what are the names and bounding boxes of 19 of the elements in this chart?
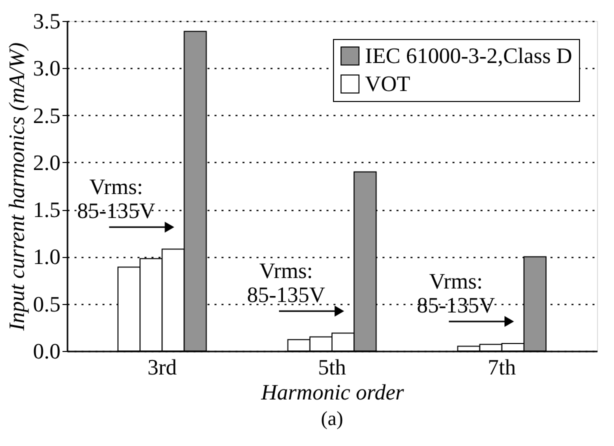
y-tick-label: 3.5	[33, 8, 60, 34]
y-tick-label: 0.5	[33, 291, 60, 316]
annotation: Vrms: 85-135V	[77, 174, 156, 224]
y-tick-label: 2.5	[33, 102, 60, 128]
x-axis-title: Harmonic order	[260, 380, 404, 404]
y-tick-label: 1.5	[33, 197, 60, 222]
y-tick-label: 3.0	[33, 56, 60, 81]
y-tick-label: 0.0	[33, 338, 60, 364]
y-tick-label: 2.0	[33, 150, 60, 175]
y-tick-label: 1.0	[33, 244, 60, 270]
x-tick-label: 3rd	[147, 354, 177, 380]
text: (a)	[320, 408, 344, 430]
annotation: Vrms: 85-135V	[246, 258, 326, 308]
annotation: Vrms: 85-135V	[416, 268, 496, 318]
x-tick-label: 7th	[488, 354, 516, 380]
x-tick-label: 5th	[318, 354, 346, 380]
legend-label: IEC 61000-3-2,Class D	[365, 43, 572, 68]
y-axis-title: Input current harmonics (mA/W)	[4, 42, 29, 332]
legend-label: VOT	[365, 71, 411, 96]
